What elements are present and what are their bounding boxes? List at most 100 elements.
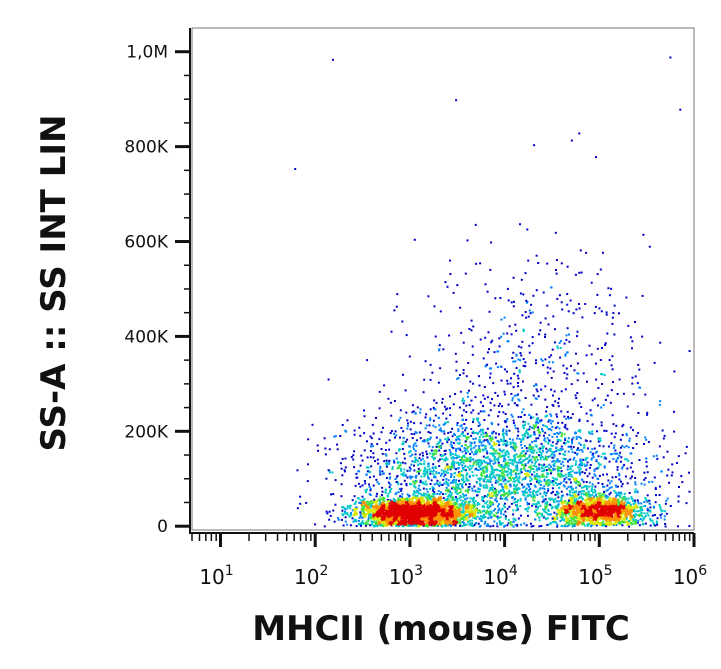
data-point [469,453,472,455]
data-point [556,514,559,517]
data-point [463,516,466,519]
data-point [565,514,568,517]
data-point [380,515,383,518]
data-point [588,513,591,515]
data-point [484,520,487,523]
data-point [414,494,417,497]
data-point [395,520,398,523]
data-point [363,432,366,435]
data-point [409,514,411,517]
data-point [646,494,649,497]
data-point [620,485,623,488]
data-point [422,499,425,502]
data-point [426,509,429,512]
data-point [620,501,623,504]
data-point [426,522,429,525]
data-point [438,498,441,501]
data-point [465,500,468,503]
data-point [382,496,385,499]
data-point [365,513,368,516]
data-point [599,516,602,518]
data-point [629,452,632,455]
data-point [385,506,387,509]
data-point [609,517,612,520]
data-point [416,510,419,513]
data-point [344,429,347,432]
data-point [635,434,638,437]
data-point [469,519,471,522]
data-point [593,513,596,516]
data-point [404,510,407,513]
data-point [447,500,450,503]
data-point [385,454,388,457]
data-point [560,499,562,502]
data-point [530,522,532,525]
data-point [539,447,541,450]
data-point [625,515,628,518]
data-point [408,508,411,511]
data-point [599,514,602,517]
data-point [451,510,454,512]
data-point [424,519,427,522]
data-point [607,500,610,503]
data-point [567,522,570,524]
data-point [623,492,626,495]
data-point [388,448,391,451]
data-point [473,512,476,515]
data-point [663,510,666,513]
data-point [384,511,387,514]
data-point [389,520,392,523]
data-point [430,500,433,503]
data-point [418,457,421,460]
data-point [377,524,380,527]
data-point [632,507,634,510]
data-point [633,520,636,523]
data-point [407,512,410,515]
data-point [624,475,627,478]
data-point [618,506,620,509]
data-point [361,505,364,508]
data-point [333,520,336,523]
data-point [435,401,438,404]
data-point [489,505,492,508]
data-point [592,502,595,505]
data-point [677,500,680,503]
data-point [564,523,567,526]
data-point [418,510,421,513]
data-point [427,510,430,513]
data-point [551,460,554,463]
data-point [655,522,658,525]
data-point [543,437,546,440]
data-point [456,436,459,438]
data-point [408,501,410,504]
data-point [560,496,563,499]
data-point [591,513,594,516]
data-point [648,510,651,513]
data-point [382,509,384,512]
data-point [424,512,427,515]
data-point [355,519,358,522]
data-point [658,494,661,496]
data-point [482,517,485,519]
data-point [449,521,452,524]
data-point [449,509,452,512]
data-point [677,455,680,458]
data-point [470,507,473,510]
data-point [436,524,438,527]
data-point [401,499,404,502]
data-point [514,500,517,503]
data-point [531,441,533,444]
data-point [546,504,549,506]
data-point [573,497,575,500]
data-point [510,445,513,448]
data-point [440,513,443,516]
data-point [406,510,409,513]
data-point [594,516,597,519]
data-point [589,507,592,510]
data-point [586,507,589,510]
data-point [529,476,532,479]
data-point [443,511,446,514]
data-point [605,509,608,512]
data-point [423,505,426,508]
data-point [446,509,449,511]
